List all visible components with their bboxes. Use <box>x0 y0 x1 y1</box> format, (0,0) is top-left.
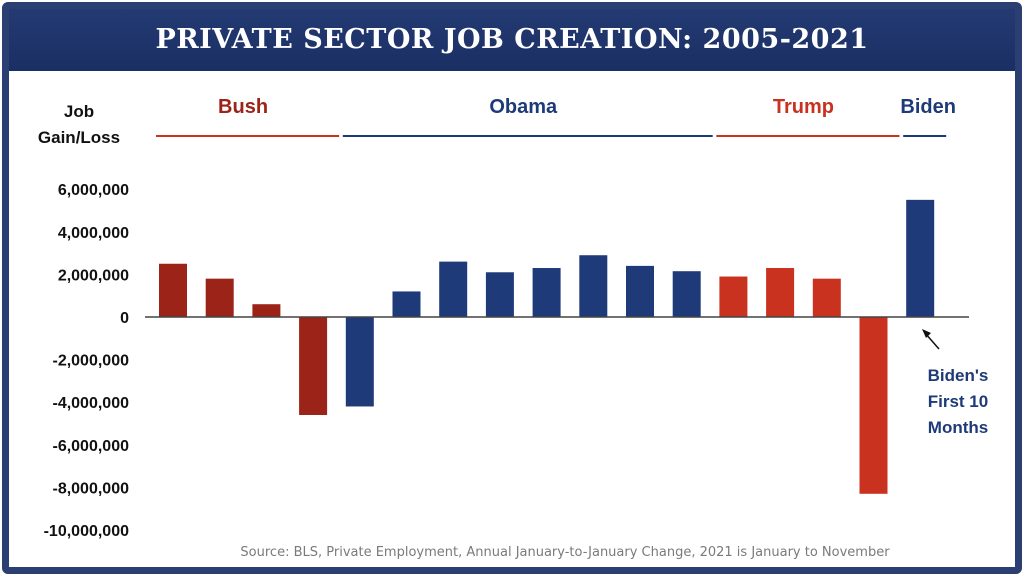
group-header-trump: Trump <box>773 96 834 118</box>
source-note: Source: BLS, Private Employment, Annual … <box>240 545 890 560</box>
y-tick-label: 4,000,000 <box>58 225 129 242</box>
bar-chart: Job Gain/Loss 6,000,000 4,000,000 2,000,00… <box>38 96 988 560</box>
y-axis-ticks: 6,000,000 4,000,000 2,000,000 0 -2,000,000 -4… <box>44 182 130 540</box>
bar-obama-1 <box>345 317 374 407</box>
annotation-line-1: Biden's <box>928 366 989 385</box>
bars <box>159 199 935 494</box>
y-tick-label: -10,000,000 <box>44 523 130 540</box>
chart-title: PRIVATE SECTOR JOB CREATION: 2005-2021 <box>9 9 1015 71</box>
group-header-obama: Obama <box>489 96 558 118</box>
bar-bush-2 <box>205 278 234 317</box>
annotation-line-2: First 10 <box>928 392 988 411</box>
bar-obama-3 <box>439 261 468 317</box>
bar-obama-4 <box>485 272 514 317</box>
y-tick-label: 6,000,000 <box>58 182 129 199</box>
biden-annotation: Biden's First 10 Months <box>922 329 988 437</box>
bar-bush-4 <box>299 317 328 415</box>
bar-trump-1 <box>719 276 748 317</box>
bar-obama-7 <box>626 265 654 317</box>
y-tick-label: 0 <box>120 310 129 327</box>
group-header-bush: Bush <box>218 96 268 118</box>
bar-trump-2 <box>766 268 795 317</box>
bar-bush-3 <box>252 304 281 317</box>
bar-obama-5 <box>532 268 561 317</box>
bar-trump-3 <box>812 278 841 317</box>
y-tick-label: -6,000,000 <box>52 438 129 455</box>
y-tick-label: -8,000,000 <box>52 480 129 497</box>
president-headers: Bush Obama Trump Biden <box>156 96 956 137</box>
bar-trump-4 <box>859 317 888 494</box>
bar-obama-8 <box>672 271 701 317</box>
group-header-biden: Biden <box>900 96 956 118</box>
bar-bush-1 <box>159 263 187 317</box>
y-tick-label: -4,000,000 <box>52 395 129 412</box>
y-axis-label-line-1: Job <box>64 102 94 121</box>
annotation-line-3: Months <box>928 418 988 437</box>
bar-obama-2 <box>392 291 421 317</box>
y-axis-label-line-2: Gain/Loss <box>38 128 120 147</box>
bar-biden-1 <box>906 199 935 317</box>
y-tick-label: 2,000,000 <box>58 267 129 284</box>
y-tick-label: -2,000,000 <box>52 353 129 370</box>
bar-obama-6 <box>579 255 608 317</box>
y-axis-label: Job Gain/Loss <box>38 102 120 147</box>
annotation-arrow-head <box>922 329 931 338</box>
